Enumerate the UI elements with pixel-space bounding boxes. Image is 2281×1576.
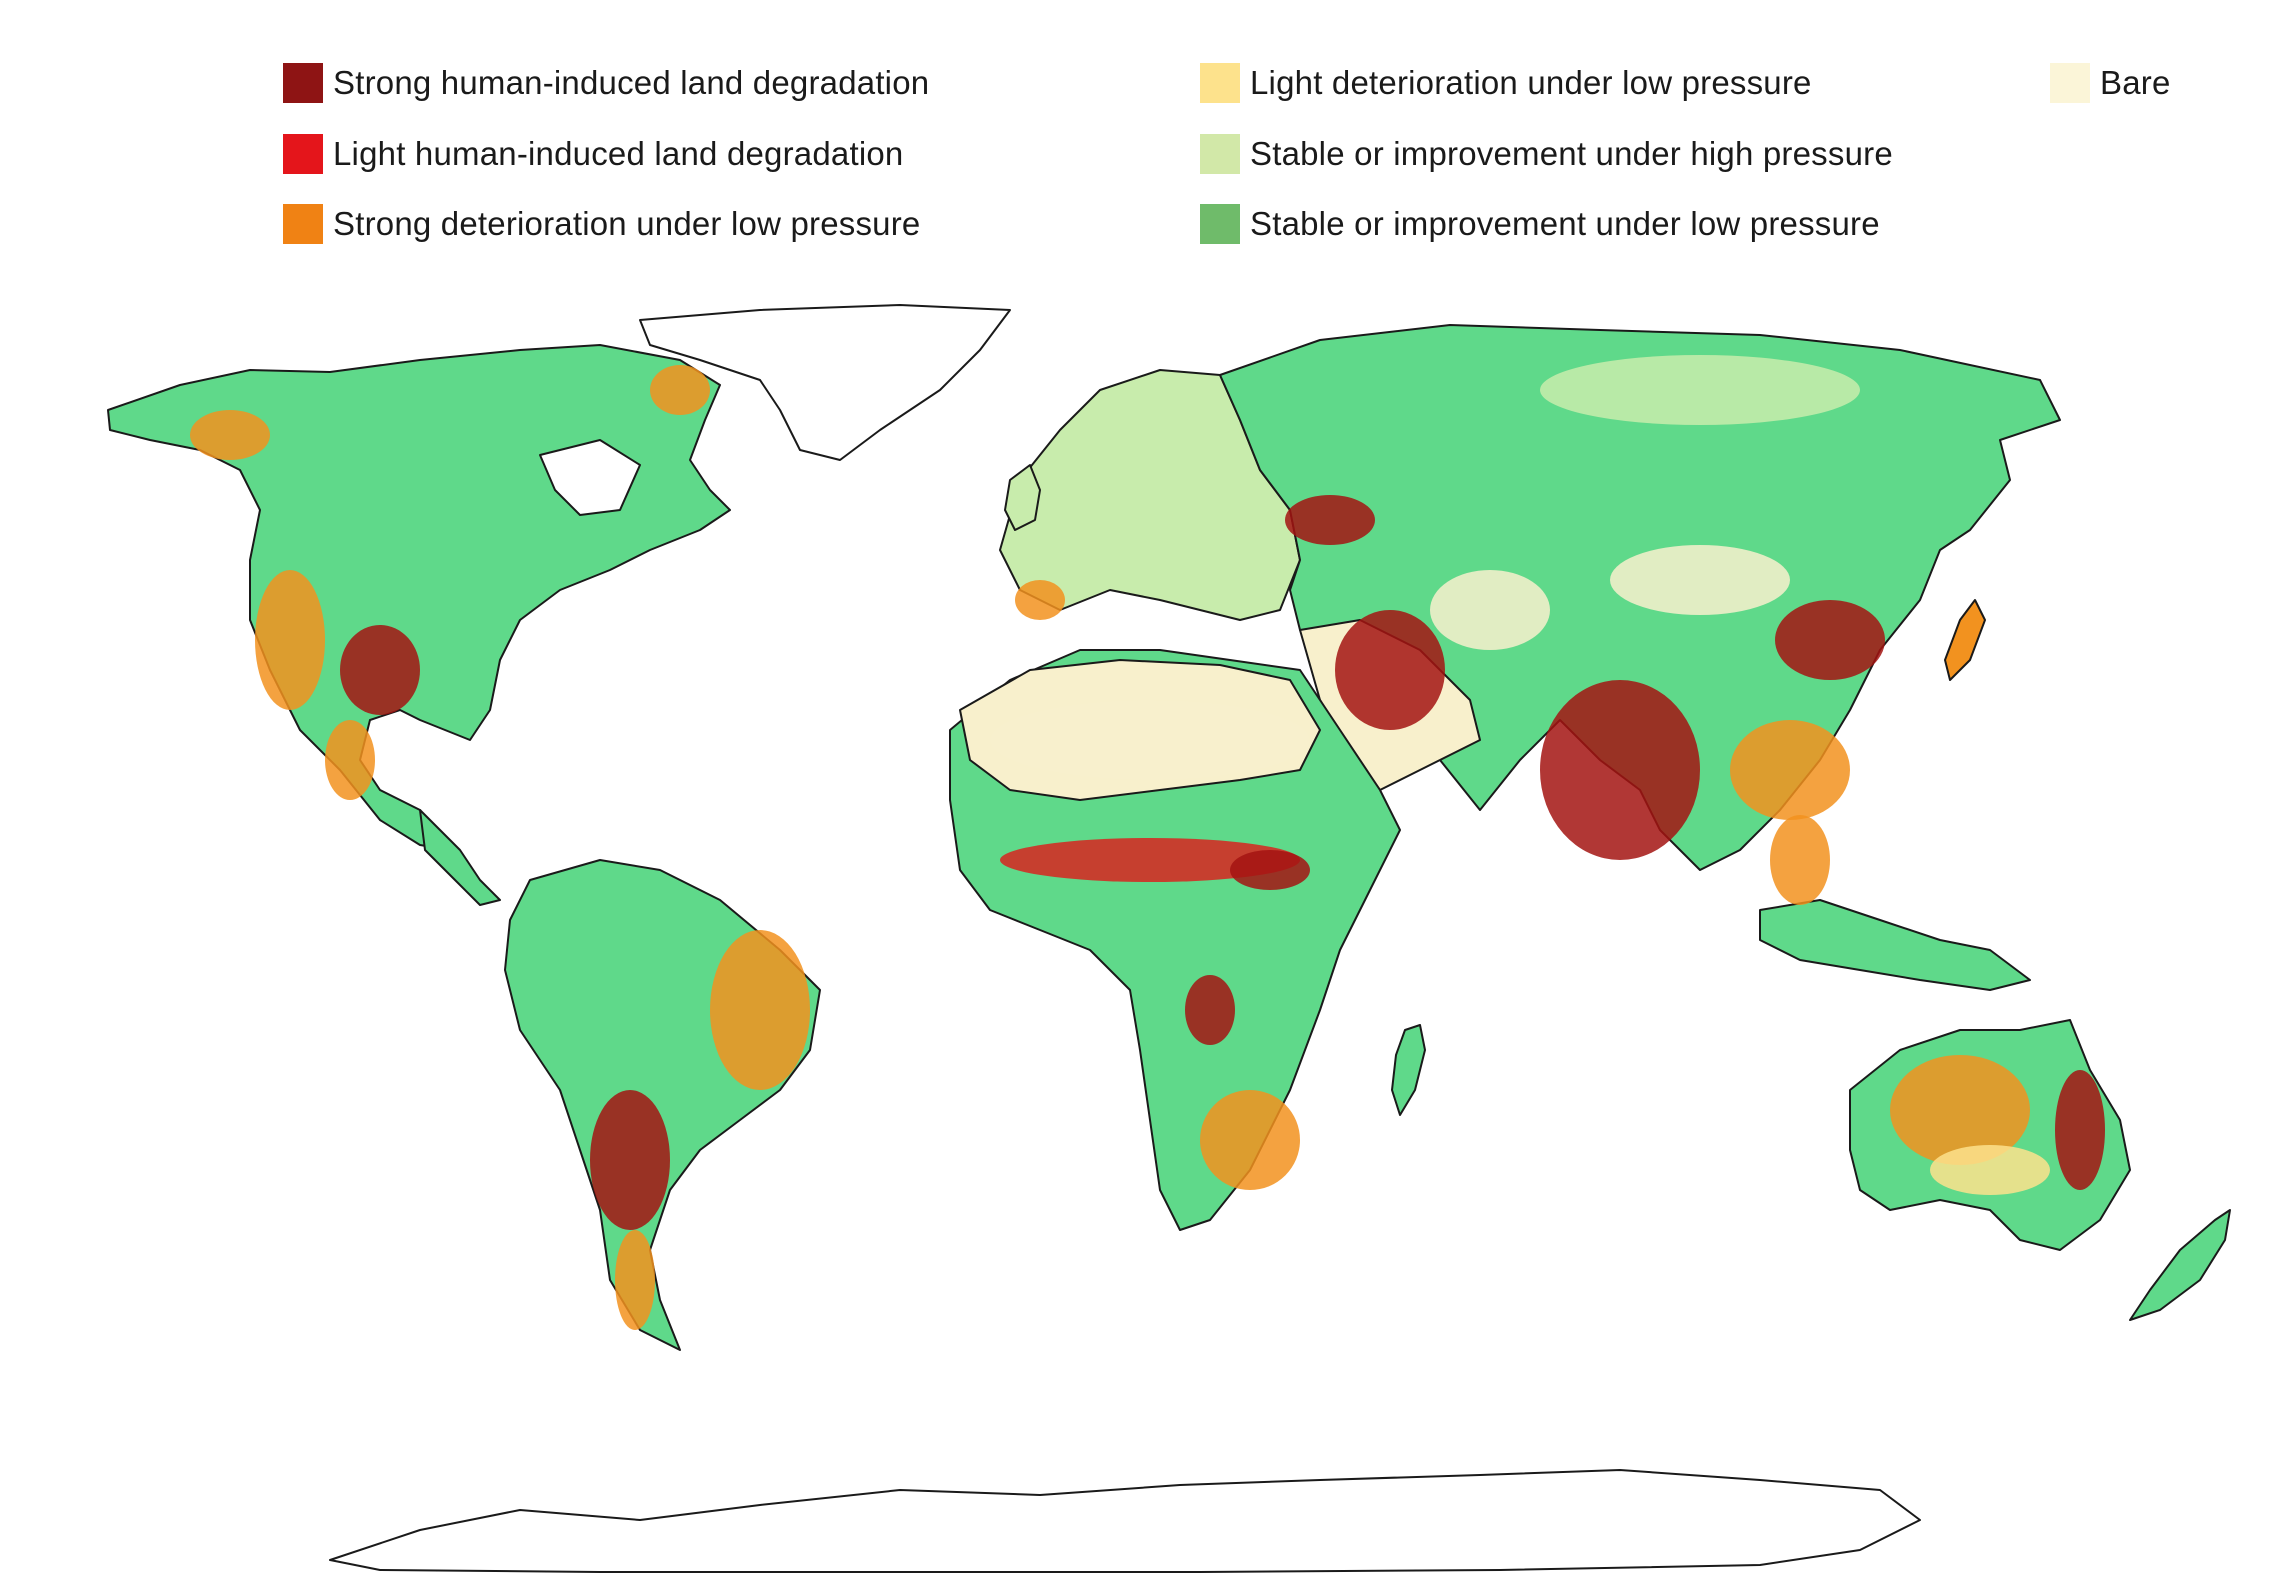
patch-alaska xyxy=(190,410,270,460)
legend-label: Strong human-induced land degradation xyxy=(333,64,930,101)
legend-swatch xyxy=(2050,63,2090,103)
greenland xyxy=(639,304,1011,461)
patch-spain xyxy=(1015,580,1065,620)
legend-swatch xyxy=(283,204,323,244)
legend-label: Stable or improvement under high pressur… xyxy=(1250,135,1893,172)
legend-swatch xyxy=(1200,204,1240,244)
continents xyxy=(107,304,2231,1573)
legend-label: Bare xyxy=(2100,64,2171,101)
legend-swatch xyxy=(283,134,323,174)
patch-arctic-canada xyxy=(650,365,710,415)
legend-item-light-human-degradation: Light human-induced land degradation xyxy=(283,134,903,174)
patch-mexico xyxy=(325,720,375,800)
uk xyxy=(1004,464,1041,531)
legend-item-bare: Bare xyxy=(2050,63,2171,103)
patch-china xyxy=(1775,600,1885,680)
patch-patagonia xyxy=(615,1230,655,1330)
legend-label: Light deterioration under low pressure xyxy=(1250,64,1812,101)
patch-brazil xyxy=(710,930,810,1090)
new-zealand xyxy=(2129,1209,2231,1321)
patch-southeast-asia xyxy=(1770,815,1830,905)
patch-south-africa xyxy=(1200,1090,1300,1190)
legend-label: Light human-induced land degradation xyxy=(333,135,904,172)
patch-us-plains xyxy=(340,625,420,715)
patch-us-west xyxy=(255,570,325,710)
legend-item-strong-human-degradation: Strong human-induced land degradation xyxy=(283,63,929,103)
patch-sahel xyxy=(1000,838,1300,882)
japan xyxy=(1944,599,1986,681)
world-map-svg xyxy=(107,304,2231,1573)
legend-label: Strong deterioration under low pressure xyxy=(333,205,921,242)
patch-australia-west xyxy=(1890,1055,2030,1165)
patch-central-asia xyxy=(1430,570,1550,650)
patch-china-south xyxy=(1730,720,1850,820)
patch-west-africa-bare xyxy=(990,700,1310,780)
patch-australia-interior xyxy=(1930,1145,2050,1195)
legend-label: Stable or improvement under low pressure xyxy=(1250,205,1880,242)
patch-argentina xyxy=(590,1090,670,1230)
legend-swatch xyxy=(283,63,323,103)
hudson-bay xyxy=(539,439,641,516)
patch-mongolia-bare xyxy=(1610,545,1790,615)
world-map xyxy=(0,290,2281,1576)
patch-australia-east xyxy=(2055,1070,2105,1190)
patch-caucasus xyxy=(1285,495,1375,545)
central-america xyxy=(419,809,501,906)
antarctica xyxy=(329,1469,1921,1573)
madagascar xyxy=(1391,1024,1426,1116)
legend-item-light-deterioration-low-pressure: Light deterioration under low pressure xyxy=(1200,63,1812,103)
patch-angola xyxy=(1185,975,1235,1045)
legend-swatch xyxy=(1200,63,1240,103)
patch-india xyxy=(1540,680,1700,860)
legend-item-strong-deterioration-low-pressure: Strong deterioration under low pressure xyxy=(283,204,920,244)
southeast-asia-islands xyxy=(1759,899,2031,991)
patch-ethiopia xyxy=(1230,850,1310,890)
patch-middle-east xyxy=(1335,610,1445,730)
legend-item-stable-high-pressure: Stable or improvement under high pressur… xyxy=(1200,134,1893,174)
legend-swatch xyxy=(1200,134,1240,174)
map-legend: Strong human-induced land degradation Li… xyxy=(0,0,2281,260)
patch-siberia xyxy=(1540,355,1860,425)
degradation-patches xyxy=(190,355,2105,1330)
legend-item-stable-low-pressure: Stable or improvement under low pressure xyxy=(1200,204,1880,244)
